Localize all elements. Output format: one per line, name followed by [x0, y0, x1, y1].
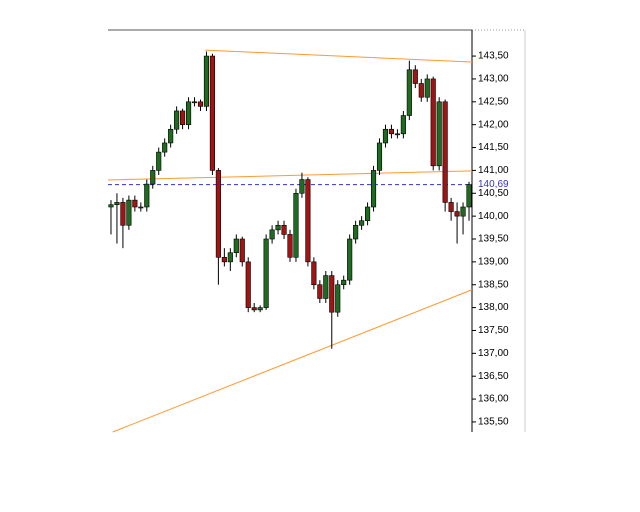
candle-body — [460, 206, 466, 217]
candle-body — [180, 110, 186, 125]
y-tick-label: 137,50 — [478, 325, 509, 336]
candle-body — [418, 83, 424, 98]
candle-body — [156, 151, 162, 171]
candle-body — [245, 261, 251, 308]
y-tick-label: 137,00 — [478, 348, 509, 359]
y-tick-label: 142,00 — [478, 119, 509, 130]
candle-body — [221, 256, 227, 263]
candle-body — [436, 101, 442, 167]
candle-body — [215, 170, 221, 258]
candle-body — [454, 211, 460, 217]
last-price-label: 140,69 — [478, 179, 509, 190]
candle-body — [269, 229, 275, 240]
candle-body — [442, 101, 448, 203]
y-tick-label: 143,00 — [478, 74, 509, 85]
y-tick-label: 140,50 — [478, 188, 509, 199]
candle-body — [430, 78, 436, 167]
candle-body — [400, 115, 406, 135]
candle-body — [299, 179, 305, 194]
candle-body — [162, 142, 168, 153]
candle-body — [132, 199, 138, 208]
candle-body — [412, 69, 418, 84]
candle-body — [388, 128, 395, 135]
y-tick-label: 135,50 — [478, 417, 509, 428]
candle-body — [287, 234, 293, 258]
y-tick-label: 139,50 — [478, 234, 509, 245]
y-tick-label: 140,00 — [478, 211, 509, 222]
candle-body — [335, 284, 341, 313]
trendline — [205, 49, 473, 63]
candle-body — [311, 261, 317, 286]
candle-body — [394, 133, 400, 136]
candle-body — [209, 55, 215, 171]
candle-body — [341, 279, 347, 286]
y-tick-label: 143,50 — [478, 51, 509, 62]
candle-body — [126, 199, 132, 226]
candle-body — [365, 206, 371, 222]
candle-body — [174, 110, 180, 130]
candle-body — [239, 238, 245, 263]
candle-body — [293, 192, 299, 258]
candle-body — [424, 78, 430, 98]
candle-body — [406, 69, 412, 116]
y-tick-label: 141,00 — [478, 165, 509, 176]
candle-body — [114, 202, 120, 206]
y-tick-label: 141,50 — [478, 142, 509, 153]
candle-body — [359, 220, 365, 226]
candle-body — [347, 238, 353, 281]
y-tick-label: 139,00 — [478, 257, 509, 268]
candle-body — [233, 238, 239, 254]
y-tick-label: 136,00 — [478, 394, 509, 405]
candle-body — [108, 204, 114, 208]
candle-body — [150, 170, 156, 185]
candle-body — [227, 252, 233, 263]
candle-body — [317, 284, 323, 299]
candle-body — [185, 101, 192, 125]
candle-body — [466, 184, 472, 208]
candle-body — [120, 202, 126, 226]
candle-body — [448, 202, 454, 212]
candle-body — [382, 128, 389, 144]
candle-body — [275, 224, 281, 231]
candle-body — [376, 142, 383, 171]
candle-body — [323, 275, 329, 299]
candle-body — [144, 183, 150, 208]
trendline — [112, 289, 473, 433]
candle-body — [329, 275, 335, 313]
candle-body — [168, 128, 174, 144]
y-tick-label: 138,50 — [478, 279, 509, 290]
candle-body — [281, 224, 287, 235]
candle-body — [263, 238, 269, 308]
candle-body — [353, 224, 359, 240]
candle-body — [257, 307, 263, 311]
candle-body — [197, 101, 204, 107]
candle-body — [251, 307, 257, 311]
y-tick-label: 142,50 — [478, 96, 509, 107]
candle-body — [138, 206, 144, 209]
candle-body — [203, 55, 210, 107]
candle-body — [370, 170, 377, 208]
trendline — [107, 170, 473, 181]
y-tick-label: 136,50 — [478, 371, 509, 382]
candle-body — [191, 101, 198, 104]
candle-body — [305, 179, 311, 263]
y-tick-label: 138,00 — [478, 302, 509, 313]
